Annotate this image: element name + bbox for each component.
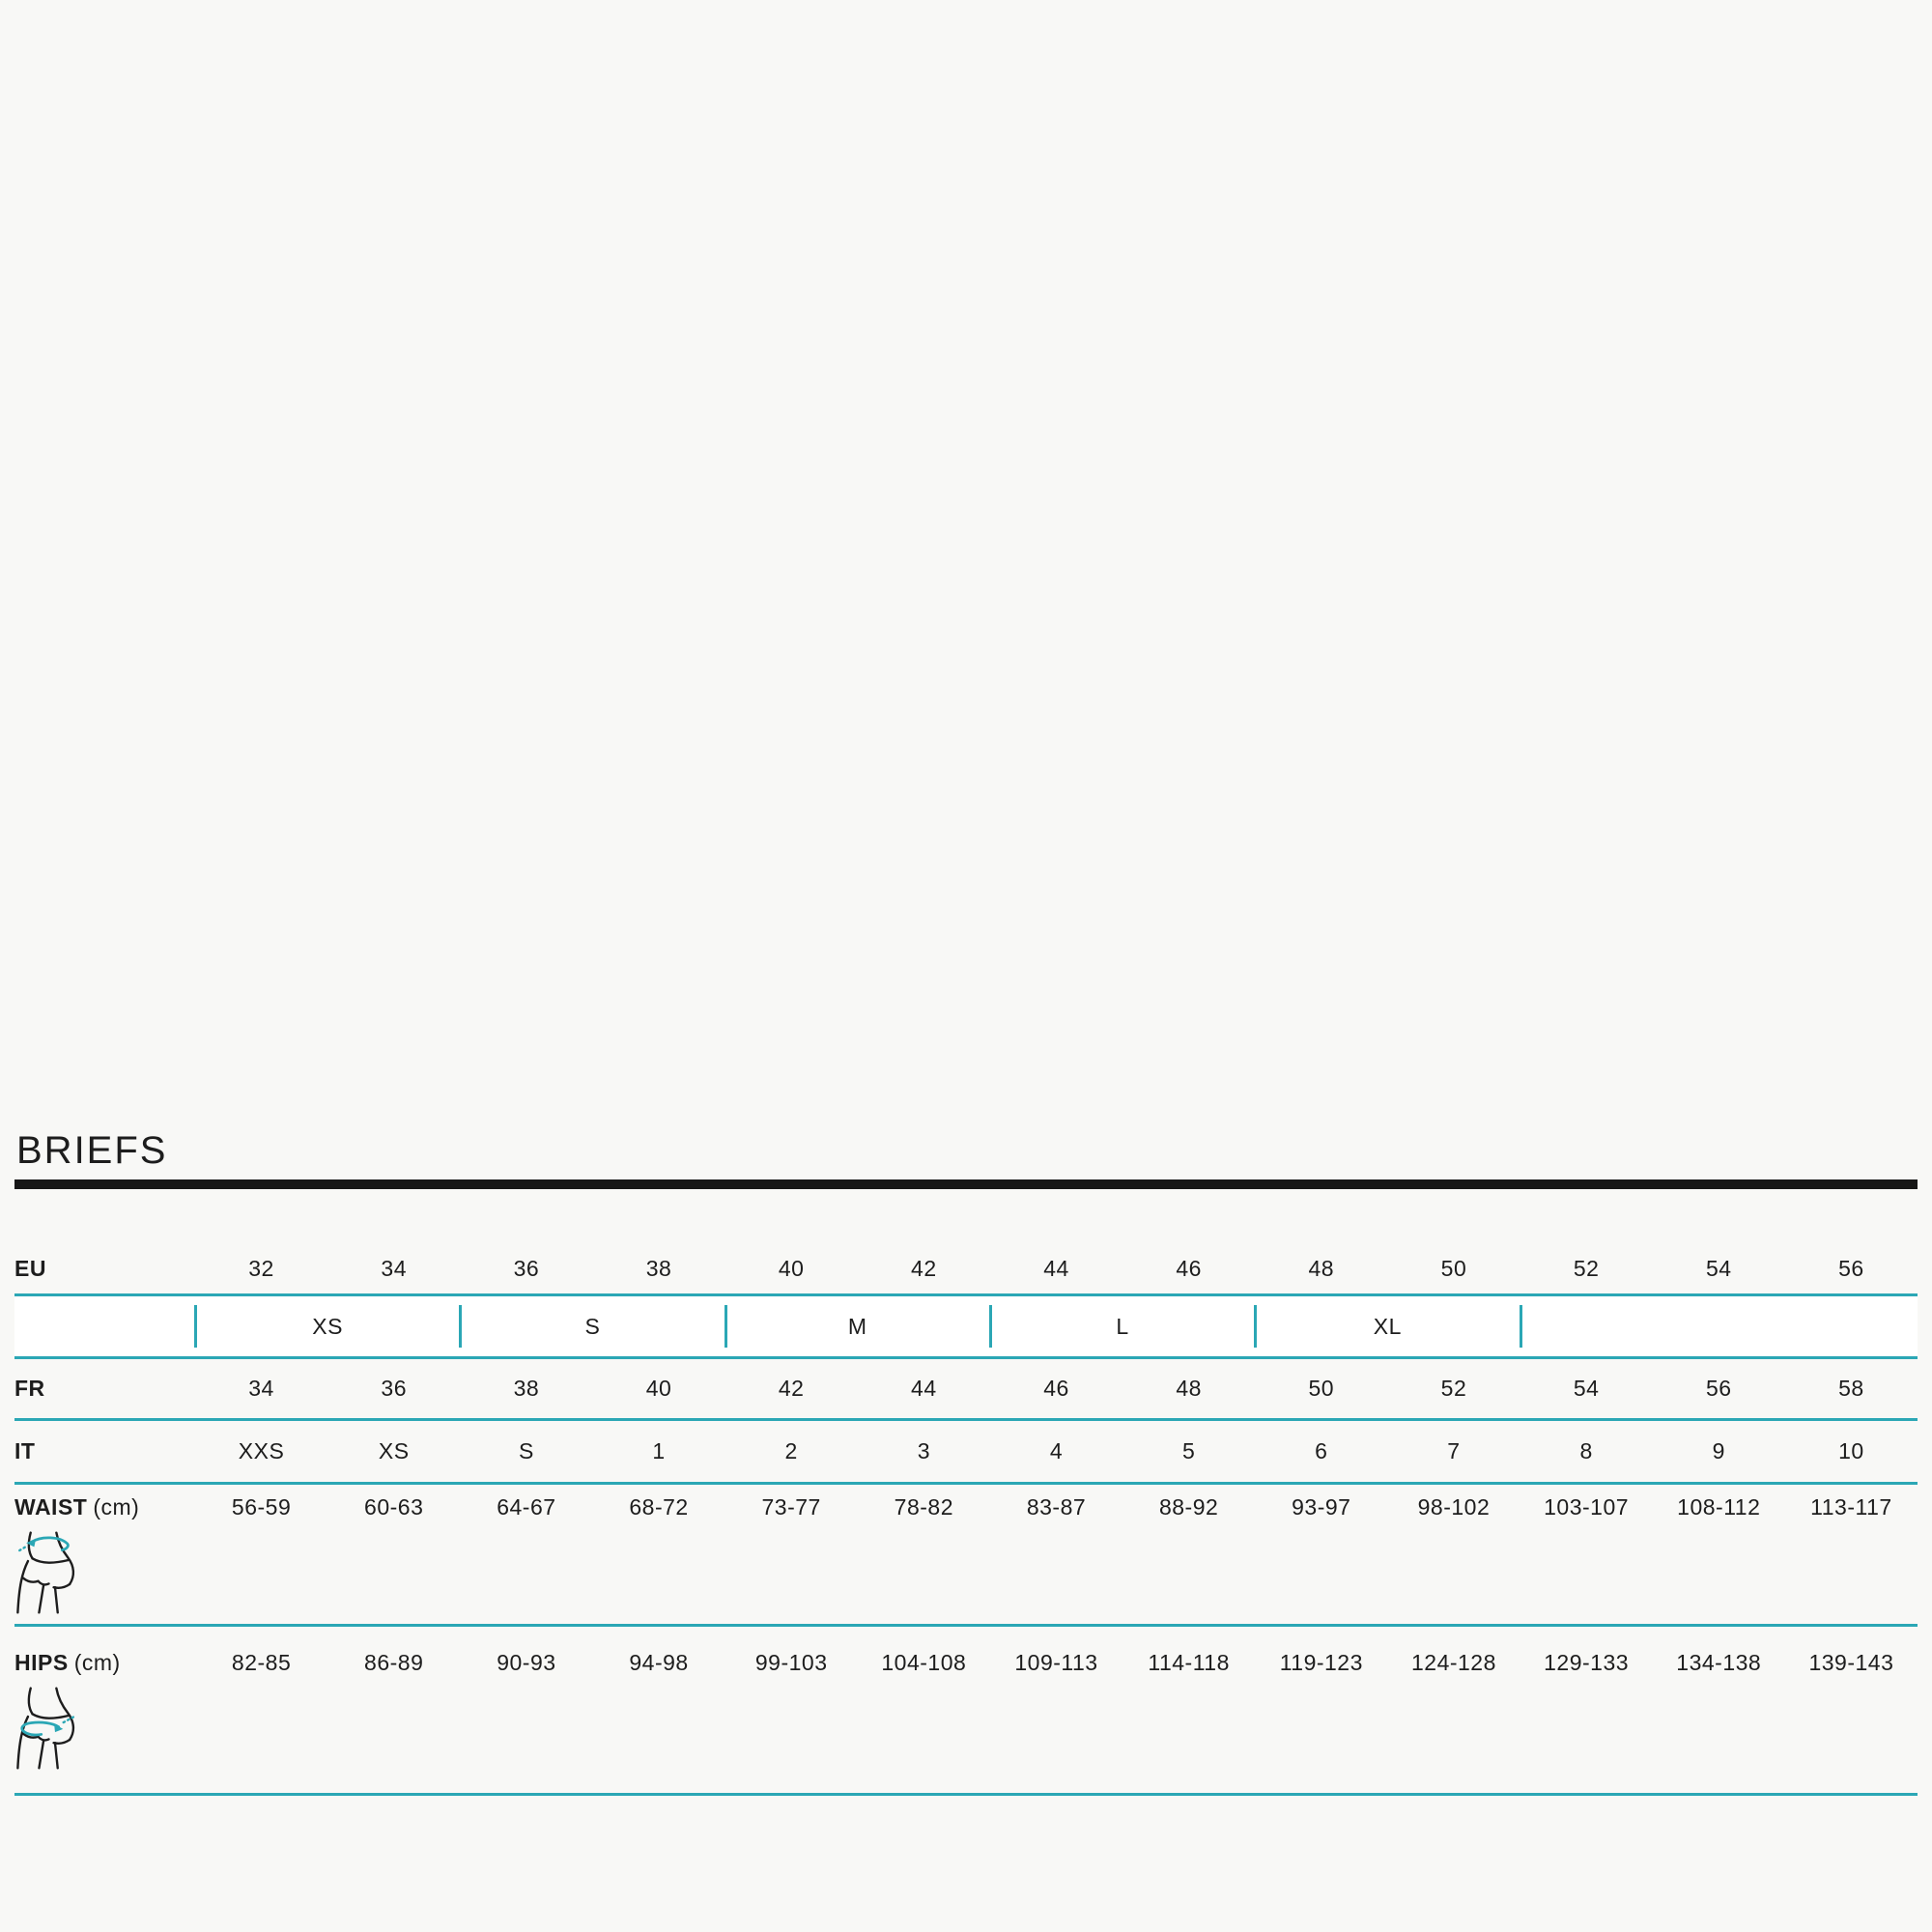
it-size-value: 7 — [1447, 1438, 1461, 1463]
it-size-value: XXS — [238, 1438, 285, 1463]
fr-size-value: 54 — [1573, 1376, 1600, 1401]
hips-range: 124-128 — [1410, 1650, 1496, 1675]
row-eu-sizes: EU 32 34 36 38 40 42 44 46 48 50 52 54 5… — [14, 1189, 1918, 1296]
it-size-value: 2 — [784, 1438, 798, 1463]
waist-range: 113-117 — [1810, 1494, 1892, 1520]
eu-size-value: 54 — [1705, 1256, 1732, 1281]
waist-range: 64-67 — [497, 1494, 556, 1520]
size-chart: BRIEFS EU 32 34 36 38 40 42 44 46 48 50 … — [14, 1123, 1918, 1796]
waist-measurement-icon — [16, 1531, 75, 1614]
fr-size-value: 48 — [1176, 1376, 1202, 1401]
waist-range: 78-82 — [894, 1494, 953, 1520]
fr-size-value: 58 — [1838, 1376, 1864, 1401]
waist-range: 60-63 — [364, 1494, 424, 1520]
eu-size-value: 42 — [911, 1256, 937, 1281]
it-size-value: 6 — [1315, 1438, 1328, 1463]
it-size-value: 4 — [1049, 1438, 1064, 1463]
size-group-s: S — [460, 1314, 724, 1340]
eu-size-value: 46 — [1176, 1256, 1202, 1281]
eu-size-value: 36 — [513, 1256, 540, 1281]
eu-size-value: 48 — [1308, 1256, 1335, 1281]
size-group-xl: XL — [1255, 1314, 1520, 1340]
hips-range: 109-113 — [1014, 1650, 1098, 1675]
hips-measurement-icon — [16, 1687, 75, 1770]
hips-range: 139-143 — [1808, 1650, 1894, 1675]
eu-size-value: 52 — [1573, 1256, 1600, 1281]
row-label-fr: FR — [14, 1376, 45, 1401]
eu-size-value: 34 — [381, 1256, 408, 1281]
fr-size-value: 50 — [1308, 1376, 1335, 1401]
eu-size-value: 56 — [1838, 1256, 1864, 1281]
waist-range: 93-97 — [1292, 1494, 1351, 1520]
fr-size-value: 56 — [1705, 1376, 1732, 1401]
eu-size-value: 40 — [778, 1256, 805, 1281]
row-label-eu: EU — [14, 1256, 46, 1281]
it-size-value: 10 — [1838, 1438, 1864, 1463]
size-group-l: L — [990, 1314, 1255, 1340]
row-hips-cm: HIPS (cm) 82-85 86-89 90-93 94-98 99-1 — [14, 1627, 1918, 1796]
waist-range: 103-107 — [1544, 1494, 1630, 1520]
row-it-sizes: IT XXS XS S 1 2 3 4 5 6 7 8 9 10 — [14, 1421, 1918, 1485]
fr-size-value: 40 — [645, 1376, 672, 1401]
eu-size-value: 50 — [1440, 1256, 1467, 1281]
hips-range: 104-108 — [881, 1650, 967, 1675]
eu-size-value: 32 — [248, 1256, 274, 1281]
row-label-it: IT — [14, 1438, 36, 1463]
row-letter-sizes: XS S M L XL — [14, 1296, 1918, 1359]
it-size-value: 8 — [1579, 1438, 1593, 1463]
fr-size-value: 36 — [381, 1376, 408, 1401]
it-size-value: XS — [378, 1438, 410, 1463]
waist-range: 73-77 — [761, 1494, 821, 1520]
it-size-value: 1 — [652, 1438, 666, 1463]
it-size-value: 5 — [1181, 1438, 1196, 1463]
it-size-value: S — [518, 1438, 534, 1463]
fr-size-value: 52 — [1440, 1376, 1467, 1401]
eu-size-value: 38 — [645, 1256, 672, 1281]
hips-range: 90-93 — [497, 1650, 556, 1675]
title-divider-bar — [14, 1179, 1918, 1189]
hips-range: 99-103 — [754, 1650, 828, 1675]
hips-range: 82-85 — [231, 1650, 292, 1675]
waist-range: 108-112 — [1677, 1494, 1761, 1520]
fr-size-value: 42 — [778, 1376, 805, 1401]
fr-size-value: 46 — [1043, 1376, 1069, 1401]
hips-range: 114-118 — [1148, 1650, 1230, 1675]
hips-range: 86-89 — [364, 1650, 424, 1675]
hips-range: 129-133 — [1544, 1650, 1630, 1675]
fr-size-value: 34 — [248, 1376, 274, 1401]
fr-size-value: 44 — [911, 1376, 937, 1401]
page-title: BRIEFS — [16, 1129, 168, 1172]
row-label-hips: HIPS (cm) — [14, 1650, 121, 1675]
waist-range: 68-72 — [629, 1494, 689, 1520]
row-label-waist: WAIST (cm) — [14, 1494, 140, 1520]
it-size-value: 3 — [917, 1438, 930, 1463]
waist-range: 88-92 — [1158, 1494, 1219, 1520]
size-group-m: M — [725, 1314, 990, 1340]
hips-range: 94-98 — [629, 1650, 689, 1675]
row-fr-sizes: FR 34 36 38 40 42 44 46 48 50 52 54 56 5… — [14, 1359, 1918, 1421]
hips-range: 134-138 — [1676, 1650, 1762, 1675]
waist-range: 98-102 — [1417, 1494, 1491, 1520]
hips-range: 119-123 — [1279, 1650, 1363, 1675]
it-size-value: 9 — [1712, 1438, 1725, 1463]
row-waist-cm: WAIST (cm) 56-59 60-63 64-67 68-72 73-77 … — [14, 1485, 1918, 1627]
eu-size-value: 44 — [1043, 1256, 1069, 1281]
fr-size-value: 38 — [513, 1376, 540, 1401]
waist-range: 56-59 — [231, 1494, 292, 1520]
size-group-xs: XS — [195, 1314, 460, 1340]
waist-range: 83-87 — [1026, 1494, 1087, 1520]
